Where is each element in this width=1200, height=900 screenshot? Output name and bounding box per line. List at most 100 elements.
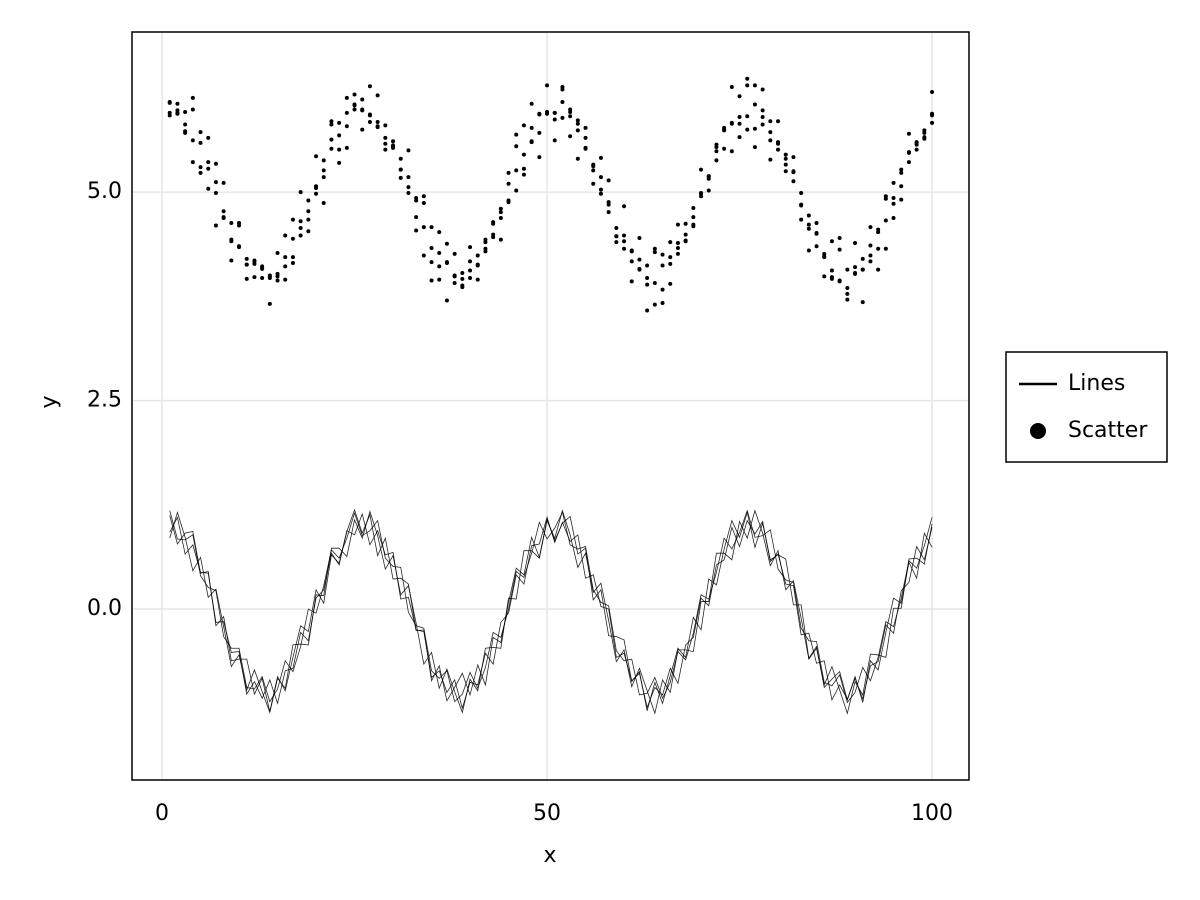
scatter-point xyxy=(829,239,834,244)
scatter-point xyxy=(760,122,765,127)
scatter-point xyxy=(406,175,411,180)
scatter-point xyxy=(906,131,911,136)
scatter-point xyxy=(606,210,611,215)
scatter-point xyxy=(845,286,850,291)
scatter-point xyxy=(360,127,365,132)
scatter-point xyxy=(498,215,503,220)
scatter-point xyxy=(791,169,796,174)
scatter-point xyxy=(452,251,457,256)
scatter-point xyxy=(876,267,881,272)
scatter-point xyxy=(421,253,426,258)
scatter-point xyxy=(213,223,218,228)
series-line xyxy=(169,509,933,704)
scatter-point xyxy=(452,281,457,286)
scatter-point xyxy=(930,90,935,95)
scatter-point xyxy=(622,204,627,209)
scatter-point xyxy=(437,230,442,235)
scatter-point xyxy=(506,181,511,186)
scatter-point xyxy=(421,200,426,205)
scatter-point xyxy=(444,298,449,303)
scatter-point xyxy=(552,110,557,115)
scatter-point xyxy=(198,140,203,145)
scatter-point xyxy=(275,274,280,279)
scatter-point xyxy=(675,240,680,245)
scatter-point xyxy=(737,135,742,140)
scatter-point xyxy=(799,190,804,195)
scatter-point xyxy=(398,156,403,161)
scatter-point xyxy=(521,123,526,128)
scatter-point xyxy=(868,259,873,264)
scatter-point xyxy=(868,253,873,258)
scatter-point xyxy=(498,210,503,215)
scatter-point xyxy=(552,138,557,143)
scatter-point xyxy=(452,273,457,278)
scatter-point xyxy=(375,124,380,129)
scatter-point xyxy=(229,237,234,242)
scatter-point xyxy=(506,170,511,175)
scatter-point xyxy=(906,160,911,165)
scatter-point xyxy=(791,155,796,160)
scatter-point xyxy=(414,198,419,203)
scatter-point xyxy=(829,268,834,273)
scatter-point xyxy=(806,213,811,218)
scatter-point xyxy=(675,251,680,256)
scatter-point xyxy=(768,130,773,135)
y-axis-label: y xyxy=(37,395,62,408)
scatter-point xyxy=(298,190,303,195)
series-line xyxy=(169,508,933,712)
scatter-point xyxy=(367,120,372,125)
scatter-point xyxy=(290,217,295,222)
scatter-point xyxy=(375,93,380,98)
scatter-point xyxy=(521,152,526,157)
scatter-point xyxy=(868,243,873,248)
scatter-point xyxy=(837,235,842,240)
scatter-point xyxy=(190,107,195,112)
scatter-point xyxy=(729,85,734,90)
scatter-point xyxy=(706,188,711,193)
scatter-point xyxy=(714,149,719,154)
scatter-point xyxy=(314,191,319,196)
scatter-point xyxy=(860,300,865,305)
scatter-point xyxy=(737,94,742,99)
scatter-point xyxy=(683,238,688,243)
scatter-point xyxy=(344,110,349,115)
scatter-point xyxy=(167,100,172,105)
scatter-point xyxy=(760,87,765,92)
scatter-point xyxy=(352,92,357,97)
scatter-point xyxy=(814,244,819,249)
scatter-point xyxy=(275,278,280,283)
scatter-point xyxy=(290,236,295,241)
scatter-point xyxy=(683,221,688,226)
scatter-point xyxy=(314,154,319,159)
scatter-point xyxy=(845,297,850,302)
scatter-point xyxy=(183,122,188,127)
x-tick-label: 100 xyxy=(911,801,953,826)
scatter-point xyxy=(583,125,588,130)
scatter-point xyxy=(560,87,565,92)
scatter-point xyxy=(344,95,349,100)
scatter-point xyxy=(829,276,834,281)
x-tick-label: 50 xyxy=(533,801,561,826)
scatter-point xyxy=(337,147,342,152)
scatter-point xyxy=(406,190,411,195)
scatter-point xyxy=(783,156,788,161)
scatter-point xyxy=(845,291,850,296)
scatter-point xyxy=(468,275,473,280)
scatter-point xyxy=(545,110,550,115)
series-line xyxy=(169,509,933,715)
scatter-point xyxy=(899,167,904,172)
scatter-point xyxy=(398,175,403,180)
scatter-point xyxy=(575,128,580,133)
scatter-point xyxy=(344,145,349,150)
scatter-point xyxy=(506,200,511,205)
scatter-point xyxy=(868,225,873,230)
scatter-point xyxy=(252,275,257,280)
scatter-point xyxy=(429,225,434,230)
scatter-point xyxy=(537,130,542,135)
scatter-point xyxy=(206,160,211,165)
scatter-point xyxy=(629,249,634,254)
scatter-point xyxy=(306,217,311,222)
scatter-point xyxy=(637,266,642,271)
